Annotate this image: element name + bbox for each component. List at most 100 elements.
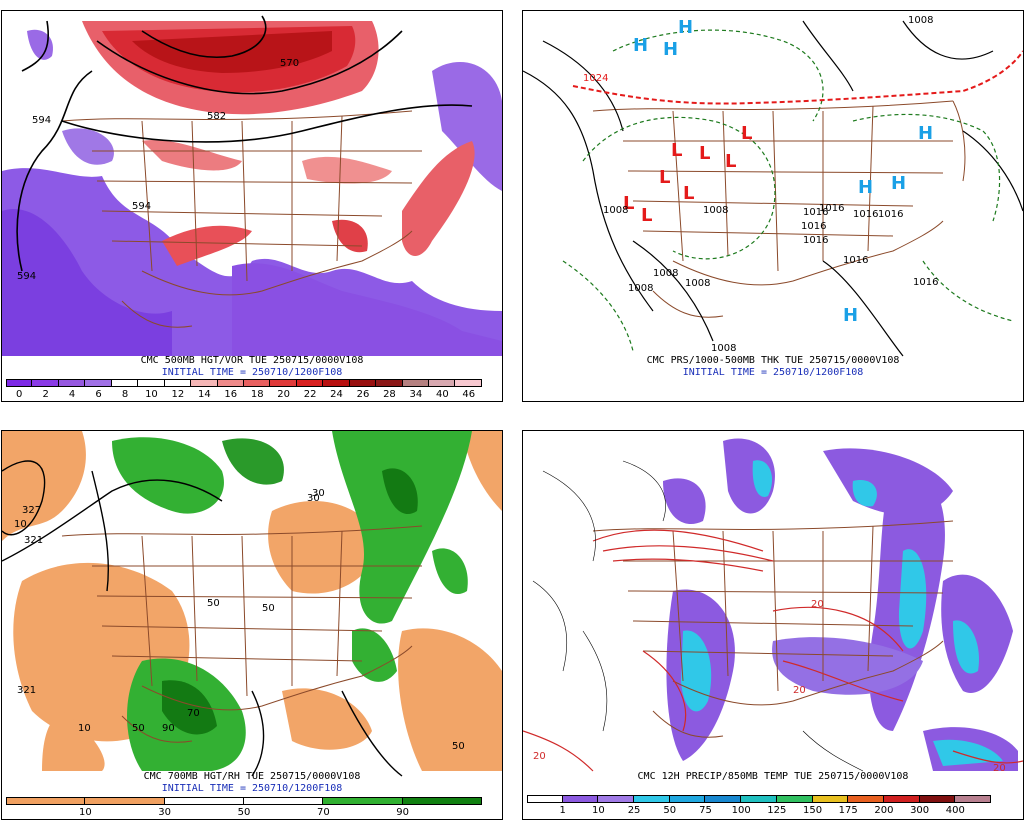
legend-tick-label: 70 [316, 807, 330, 818]
legend-tick-label: 10 [145, 389, 158, 400]
heavy-precip-area [752, 460, 773, 497]
contour-label: 1016 [878, 209, 903, 220]
color-legend [527, 795, 991, 803]
height-contours [16, 15, 473, 272]
dry-area [42, 711, 105, 771]
legend-tick-label: 75 [699, 805, 712, 816]
panel-caption: CMC 700MB HGT/RH TUE 250715/0000V108 INI… [2, 771, 502, 795]
heavy-precip-area [953, 620, 979, 674]
color-legend [6, 797, 482, 805]
low-vorticity-area [2, 209, 172, 356]
contour-label: 50 [207, 598, 220, 609]
contour-label: 594 [132, 201, 151, 212]
contour-label: 1016 [801, 221, 826, 232]
legend-tick-label: 300 [910, 805, 930, 816]
high-vorticity-band [302, 156, 392, 184]
legend-tick-label: 125 [767, 805, 787, 816]
contour-label: 321 [24, 535, 43, 546]
low-vorticity-area [432, 62, 502, 191]
legend-swatch [243, 379, 271, 387]
low-pressure-symbol: L [741, 123, 752, 144]
legend-swatch [402, 379, 429, 387]
low-vorticity-area [62, 128, 114, 165]
legend-swatch [527, 795, 563, 803]
legend-tick-label: 50 [237, 807, 251, 818]
contour-label: 1008 [653, 268, 678, 279]
legend-swatch [164, 797, 244, 805]
caption-init-time: INITIAL TIME = 250710/1200F108 [682, 367, 864, 378]
moist-area [222, 438, 284, 485]
contour-label: 594 [17, 271, 36, 282]
caption-title: CMC 500MB HGT/VOR TUE 250715/0000V108 [140, 355, 364, 366]
low-pressure-symbol: L [641, 205, 652, 226]
vorticity-map: 594 582 570 594 594 [2, 15, 502, 356]
contour-label: 1016 [913, 277, 938, 288]
legend-swatch [349, 379, 377, 387]
low-vorticity-area [27, 29, 53, 60]
low-vorticity-area [232, 263, 502, 356]
legend-swatch [217, 379, 244, 387]
contour-label: 50 [262, 603, 275, 614]
moist-area [112, 437, 224, 514]
high-vorticity-band [162, 225, 252, 266]
moist-area [352, 628, 397, 682]
legend-swatch [6, 797, 86, 805]
precip-area [941, 574, 1013, 693]
legend-tick-label: 150 [802, 805, 823, 816]
low-pressure-symbol: L [699, 143, 710, 164]
dry-area [268, 501, 382, 594]
legend-tick-label: 50 [663, 805, 677, 816]
heavy-precip-area [933, 739, 1003, 766]
high-pressure-symbol: H [843, 305, 858, 326]
legend-tick-label: 400 [945, 805, 965, 816]
legend-tick-label: 0 [16, 389, 23, 400]
legend-swatch [270, 379, 297, 387]
legend-tick-label: 175 [838, 805, 858, 816]
political-borders [61, 110, 422, 328]
high-pressure-symbol: H [918, 123, 933, 144]
contour-label: 20 [811, 599, 824, 610]
legend-tick-label: 6 [95, 389, 102, 400]
legend-swatch [323, 379, 350, 387]
precip-area [663, 478, 706, 525]
contour-label: 20 [993, 763, 1006, 774]
panel-700mb-hgt-rh: 327 321 321 10 10 30 50 70 90 50 50 30 5… [1, 430, 503, 820]
legend-tick-label: 100 [731, 805, 751, 816]
panel-caption: CMC PRS/1000-500MB THK TUE 250715/0000V1… [523, 355, 1023, 379]
pressure-thickness-map: H H H H H H H L L L L L L L L 1024 1008 … [523, 15, 1023, 357]
political-borders [592, 520, 954, 738]
high-pressure-symbol: H [858, 177, 873, 198]
dry-area [462, 431, 502, 511]
moist-area [162, 680, 217, 735]
contour-label: 327 [22, 505, 41, 516]
legend-tick-label: 18 [250, 389, 264, 400]
precip-area [772, 637, 923, 695]
legend-swatch [58, 379, 86, 387]
low-pressure-symbol: L [671, 140, 682, 161]
contour-label: 1016 [803, 207, 828, 218]
contour-label: 570 [280, 58, 299, 69]
moist-area [432, 548, 468, 595]
legend-swatch [812, 795, 849, 803]
legend-swatch [848, 795, 884, 803]
high-vorticity-band [332, 219, 368, 253]
political-borders [592, 100, 966, 318]
contour-label: 1008 [711, 343, 736, 354]
dry-area [398, 628, 502, 771]
thin-contours [532, 460, 864, 772]
high-pressure-symbol: H [663, 39, 678, 60]
legend-tick-label: 200 [874, 805, 894, 816]
high-vorticity-band [402, 141, 475, 256]
legend-swatch [111, 379, 139, 387]
contour-label: 1016 [853, 209, 878, 220]
legend-tick-label: 25 [627, 805, 641, 816]
legend-swatch [634, 795, 670, 803]
panel-precip-850mb-temp: 20 20 20 20 CMC 12H PRECIP/850MB TEMP TU… [522, 430, 1024, 820]
legend-swatch [402, 797, 482, 805]
heavy-precip-area [852, 480, 877, 507]
high-pressure-symbol: H [891, 173, 906, 194]
legend-swatch [138, 379, 165, 387]
legend-swatch [883, 795, 920, 803]
contour-label: 1016 [803, 235, 828, 246]
legend-tick-label: 46 [462, 389, 476, 400]
